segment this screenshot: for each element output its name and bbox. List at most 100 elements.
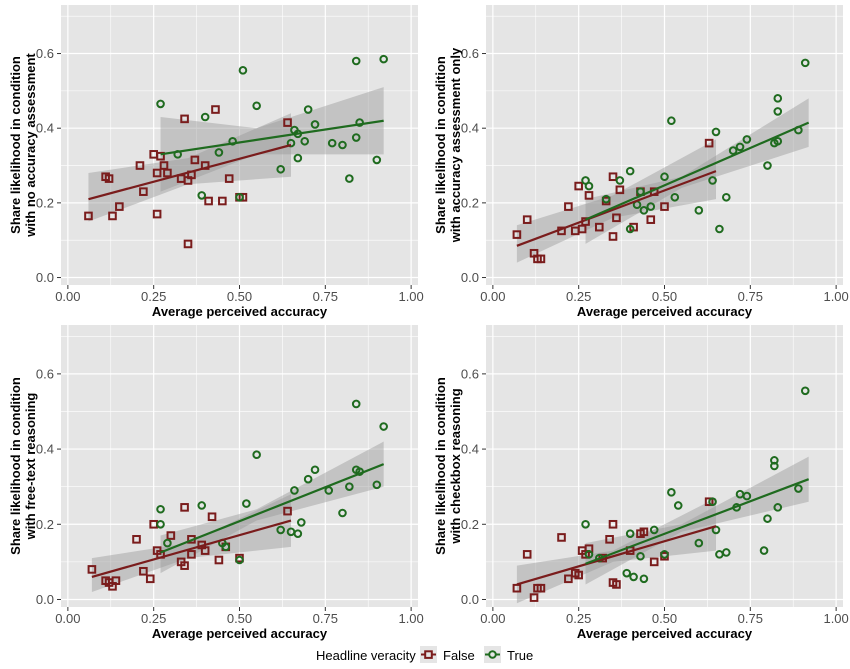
- point-true: [584, 181, 594, 191]
- point-true: [351, 399, 361, 409]
- point-false: [283, 118, 292, 127]
- x-tick-label: 0.00: [55, 289, 80, 304]
- point-true: [296, 518, 306, 527]
- point-true: [324, 486, 334, 495]
- point-true: [345, 174, 354, 183]
- x-axis-title: Average perceived accuracy: [577, 626, 753, 641]
- point-false: [608, 519, 618, 529]
- point-false: [557, 533, 566, 542]
- point-true: [694, 538, 704, 548]
- point-true: [156, 519, 165, 529]
- point-true: [238, 66, 248, 75]
- y-axis-title-line: with free-text reasoning: [23, 393, 38, 541]
- point-true: [379, 54, 388, 64]
- point-false: [612, 580, 621, 589]
- point-true: [214, 148, 224, 157]
- x-tick-label: 0.00: [480, 289, 505, 304]
- point-true: [286, 138, 296, 148]
- point-false: [135, 161, 145, 170]
- point-true: [646, 202, 656, 211]
- point-true: [293, 153, 303, 163]
- point-true: [649, 525, 659, 535]
- point-true: [773, 94, 783, 103]
- point-false: [608, 232, 618, 241]
- x-axis-title: Average perceived accuracy: [152, 626, 328, 641]
- fit-line-false: [88, 143, 292, 201]
- x-tick-label: 0.75: [738, 289, 763, 304]
- point-true: [773, 136, 783, 146]
- point-true: [310, 465, 320, 475]
- y-axis-title-line: Share likelihood in condition: [8, 377, 23, 555]
- point-true: [763, 514, 772, 523]
- point-false: [111, 576, 121, 585]
- point-true: [636, 551, 645, 561]
- point-false: [166, 531, 176, 540]
- point-true: [235, 555, 244, 565]
- legend-title: Headline veracity: [316, 648, 416, 663]
- point-true: [770, 456, 779, 465]
- x-tick-label: 0.00: [55, 611, 80, 626]
- point-false: [238, 192, 248, 202]
- point-true: [615, 176, 625, 185]
- y-tick-label: 0.0: [36, 592, 54, 607]
- point-true: [667, 488, 676, 497]
- point-false: [187, 550, 196, 559]
- point-false: [180, 114, 189, 124]
- y-axis-title-line: with checkbox reasoning: [448, 388, 463, 544]
- point-false: [536, 254, 546, 264]
- y-tick-label: 0.0: [461, 270, 479, 285]
- point-false: [574, 570, 583, 580]
- point-false: [211, 105, 220, 114]
- point-true: [163, 538, 172, 548]
- point-true: [327, 138, 337, 148]
- point-true: [629, 572, 638, 582]
- y-tick-label: 0.6: [36, 46, 54, 61]
- legend: Headline veracity False True: [316, 646, 533, 663]
- point-true: [355, 118, 364, 127]
- point-false: [145, 574, 155, 584]
- point-false: [704, 138, 714, 148]
- x-tick-label: 0.25: [566, 289, 591, 304]
- point-false: [108, 211, 117, 221]
- y-tick-label: 0.2: [461, 517, 479, 532]
- point-false: [218, 196, 227, 206]
- point-false: [115, 202, 124, 211]
- fit-line-true: [160, 119, 384, 156]
- point-false: [87, 565, 97, 574]
- point-true: [379, 422, 388, 431]
- point-true: [625, 166, 635, 176]
- point-false: [522, 550, 532, 559]
- point-true: [622, 568, 632, 578]
- y-tick-label: 0.4: [36, 121, 54, 136]
- panel-bottom-left: 0.00 0.25 0.50 0.75 1.00 0.0 0.2 0.4 0.6 Average …: [8, 325, 424, 641]
- point-true: [303, 105, 313, 114]
- point-true: [694, 206, 704, 215]
- point-true: [742, 135, 752, 144]
- legend-label-true: True: [507, 648, 533, 663]
- panel-top-right: 0.00 0.25 0.50 0.75 1.00 0.0 0.2 0.4 0.6 Average …: [433, 5, 849, 319]
- y-tick-label: 0.6: [461, 46, 479, 61]
- point-false: [152, 209, 162, 219]
- fit-line-true: [585, 121, 810, 221]
- y-tick-label: 0.2: [36, 195, 54, 210]
- point-true: [372, 155, 382, 165]
- point-true: [276, 164, 285, 174]
- x-tick-label: 0.50: [652, 289, 677, 304]
- x-tick-label: 0.25: [141, 611, 166, 626]
- y-axis-title-line: Share likelihood in condition: [8, 56, 23, 234]
- point-false: [605, 535, 614, 544]
- legend-key-square-marker: [424, 650, 433, 659]
- point-true: [759, 546, 769, 555]
- point-true: [252, 450, 261, 460]
- point-true: [794, 484, 803, 493]
- point-true: [660, 550, 669, 559]
- point-true: [800, 58, 810, 68]
- point-false: [660, 202, 669, 211]
- y-axis-title-line: Share likelihood in condition: [433, 56, 448, 234]
- panel-bottom-right: 0.00 0.25 0.50 0.75 1.00 0.0 0.2 0.4 0.6 Average …: [433, 325, 849, 641]
- point-false: [224, 174, 234, 183]
- point-true: [708, 176, 717, 185]
- x-axis-title: Average perceived accuracy: [152, 304, 328, 319]
- point-true: [293, 529, 303, 538]
- x-tick-label: 0.50: [227, 289, 252, 304]
